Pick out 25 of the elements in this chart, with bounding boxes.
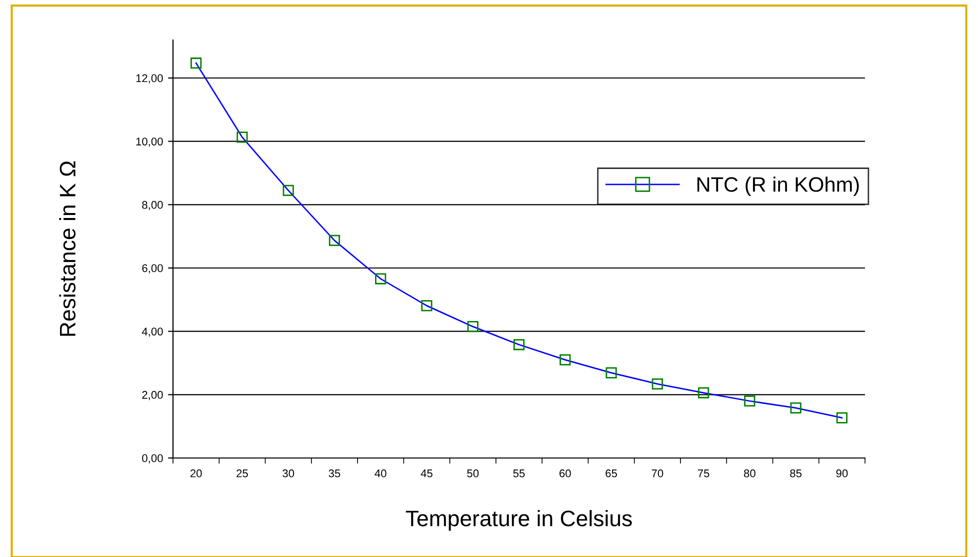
y-axis-title: Resistance in K Ω bbox=[59, 161, 76, 336]
x-tick-label: 75 bbox=[698, 470, 710, 478]
x-tick-label: 65 bbox=[606, 469, 617, 478]
y-tick-label: 12,00 bbox=[136, 74, 163, 84]
x-tick-label: 30 bbox=[282, 469, 294, 478]
y-tick-label: 8,00 bbox=[142, 200, 163, 210]
x-tick-label: 35 bbox=[328, 469, 340, 478]
y-tick-label: 4,00 bbox=[142, 328, 163, 337]
x-tick-label: 80 bbox=[744, 469, 756, 478]
x-tick-label: 45 bbox=[420, 470, 432, 478]
x-axis-title: Temperature in Celsius bbox=[406, 510, 632, 531]
x-tick-label: 70 bbox=[652, 469, 664, 478]
x-tick-label: 55 bbox=[513, 470, 525, 478]
x-tick-label: 85 bbox=[790, 469, 802, 478]
x-tick-label: 40 bbox=[374, 469, 386, 478]
y-tick-label: 0,00 bbox=[142, 454, 163, 464]
x-tick-label: 60 bbox=[560, 469, 571, 478]
x-tick-label: 50 bbox=[467, 469, 479, 478]
x-tick-label: 20 bbox=[190, 469, 202, 478]
y-tick-label: 6,00 bbox=[142, 264, 163, 274]
y-tick-label: 2,00 bbox=[142, 390, 163, 400]
y-tick-label: 10,00 bbox=[136, 138, 163, 147]
legend-label: NTC (R in KOhm) bbox=[697, 176, 859, 196]
x-tick-label: 25 bbox=[236, 469, 248, 478]
x-tick-label: 90 bbox=[836, 469, 848, 478]
